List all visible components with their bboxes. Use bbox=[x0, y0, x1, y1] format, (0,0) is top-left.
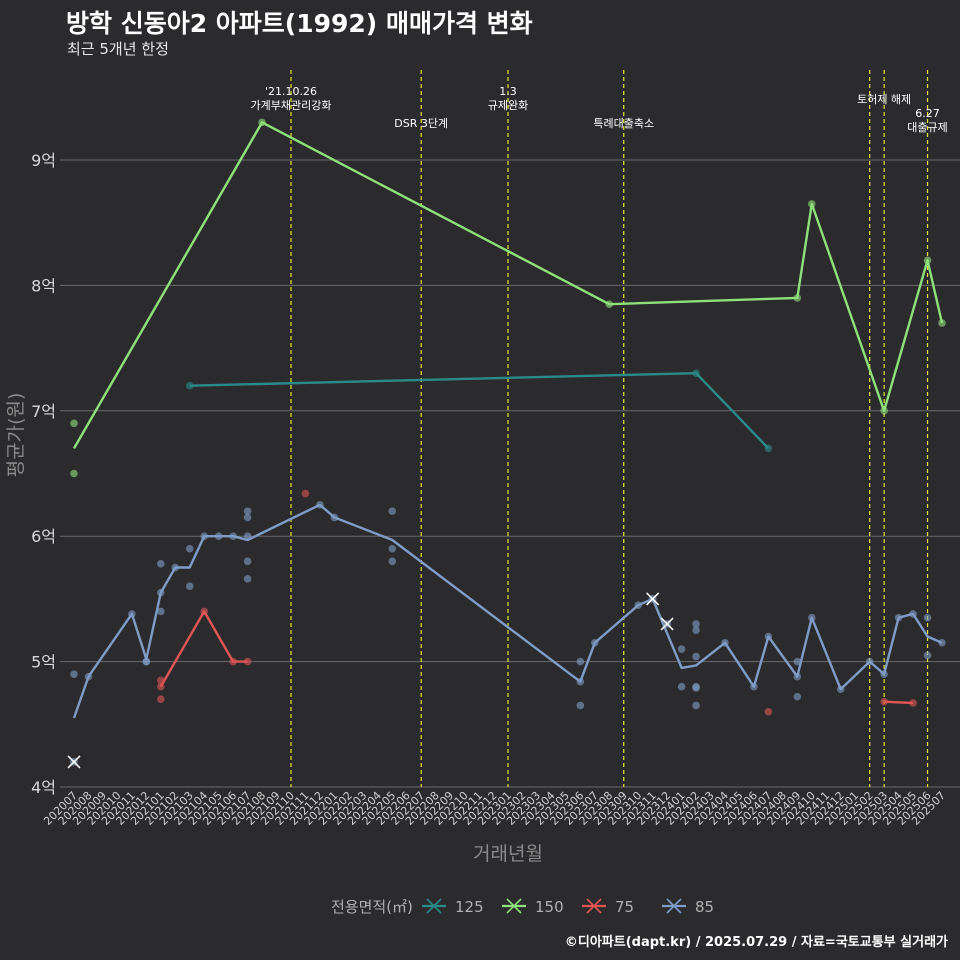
data-point bbox=[243, 575, 252, 583]
grid-layer bbox=[60, 159, 960, 788]
data-point bbox=[388, 544, 397, 553]
cross-stroke bbox=[660, 617, 674, 631]
data-point bbox=[157, 695, 165, 704]
event-annotation-text: 6.27 bbox=[915, 107, 940, 120]
series-85 bbox=[67, 501, 946, 769]
data-point bbox=[677, 645, 686, 653]
data-point bbox=[923, 613, 932, 622]
legend-item: 150 bbox=[502, 898, 564, 916]
event-annotation-text: 토허제 해제 bbox=[857, 92, 911, 106]
data-point bbox=[793, 692, 802, 701]
data-point bbox=[576, 657, 585, 666]
data-point bbox=[692, 701, 700, 710]
y-axis-title: 평균가(원) bbox=[5, 393, 27, 478]
legend-cross-icon bbox=[666, 898, 682, 914]
data-point bbox=[185, 544, 194, 553]
y-tick-label: 5억 bbox=[31, 653, 56, 672]
legend-title: 전용면적(㎡) bbox=[331, 898, 413, 916]
chart-subtitle: 최근 5개년 한정 bbox=[67, 40, 169, 58]
cross-stroke bbox=[426, 898, 442, 914]
data-point bbox=[157, 607, 165, 616]
data-point bbox=[692, 684, 700, 692]
data-point bbox=[388, 557, 397, 566]
series-125 bbox=[185, 369, 773, 453]
data-point bbox=[938, 319, 946, 327]
legend-item: 75 bbox=[582, 898, 634, 916]
series-line bbox=[159, 610, 248, 688]
event-annotation-text: 특례대출축소 bbox=[593, 117, 654, 130]
data-point bbox=[142, 657, 151, 666]
cross-stroke bbox=[67, 755, 81, 769]
data-point bbox=[677, 682, 686, 691]
data-point bbox=[243, 507, 252, 515]
data-point bbox=[793, 657, 802, 666]
legend-cross-icon bbox=[586, 898, 602, 914]
data-point bbox=[185, 582, 194, 591]
data-point bbox=[157, 559, 165, 568]
x-axis-ticks: 2020072020082020092020102020112020122021… bbox=[41, 789, 948, 828]
event-annotation-text: DSR 3단계 bbox=[394, 117, 448, 130]
data-point bbox=[70, 419, 78, 428]
data-point bbox=[692, 652, 700, 661]
y-tick-label: 7억 bbox=[31, 402, 56, 421]
event-annotation-text: 가계부채관리강화 bbox=[251, 99, 332, 112]
legend-label: 125 bbox=[455, 898, 484, 916]
event-annotation-text: 대출규제 bbox=[907, 121, 947, 134]
data-point bbox=[243, 513, 252, 522]
chart-title: 방학 신동아2 아파트(1992) 매매가격 변화 bbox=[66, 9, 533, 38]
outlier-marker bbox=[646, 592, 660, 606]
series-line bbox=[72, 503, 943, 719]
legend-cross-icon bbox=[506, 898, 522, 914]
data-point bbox=[923, 651, 932, 660]
legend: 전용면적(㎡) 125 150 75 85 bbox=[331, 898, 714, 916]
outlier-marker bbox=[67, 755, 81, 769]
data-point bbox=[70, 469, 78, 478]
outlier-marker bbox=[660, 617, 674, 631]
data-point bbox=[764, 707, 773, 716]
series-line bbox=[884, 700, 914, 705]
data-point bbox=[388, 507, 397, 515]
data-point bbox=[243, 557, 252, 566]
cross-stroke bbox=[666, 898, 682, 914]
legend-items: 125 150 75 85 bbox=[422, 898, 714, 916]
data-point bbox=[576, 701, 585, 710]
legend-label: 75 bbox=[615, 898, 634, 916]
source-caption: ©디아파트(dapt.kr) / 2025.07.29 / 자료=국토교통부 실… bbox=[564, 935, 948, 950]
event-lines-layer bbox=[290, 70, 929, 787]
cross-stroke bbox=[646, 592, 660, 606]
y-tick-label: 9억 bbox=[31, 151, 56, 170]
series-layer bbox=[67, 118, 946, 769]
event-annotation-text: '21.10.26 bbox=[265, 85, 317, 98]
series-line bbox=[189, 372, 770, 450]
data-point bbox=[70, 670, 78, 678]
cross-stroke bbox=[506, 898, 522, 914]
event-annotation-text: 규제완화 bbox=[488, 99, 528, 112]
y-axis-ticks: 4억 5억 6억 7억 8억 9억 bbox=[31, 151, 56, 797]
series-line bbox=[72, 121, 944, 449]
y-tick-label: 8억 bbox=[31, 276, 56, 295]
data-point bbox=[692, 626, 700, 635]
event-annotation-text: 1.3 bbox=[499, 85, 517, 98]
series-75 bbox=[157, 489, 917, 716]
y-tick-label: 6억 bbox=[31, 527, 56, 546]
legend-label: 85 bbox=[695, 898, 714, 916]
cross-stroke bbox=[586, 898, 602, 914]
legend-label: 150 bbox=[535, 898, 564, 916]
x-axis-title: 거래년월 bbox=[473, 843, 543, 865]
y-tick-label: 4억 bbox=[31, 778, 56, 797]
legend-item: 85 bbox=[662, 898, 714, 916]
legend-cross-icon bbox=[426, 898, 442, 914]
legend-item: 125 bbox=[422, 898, 484, 916]
data-point bbox=[301, 489, 310, 498]
series-150 bbox=[70, 118, 946, 478]
data-point bbox=[692, 620, 700, 628]
